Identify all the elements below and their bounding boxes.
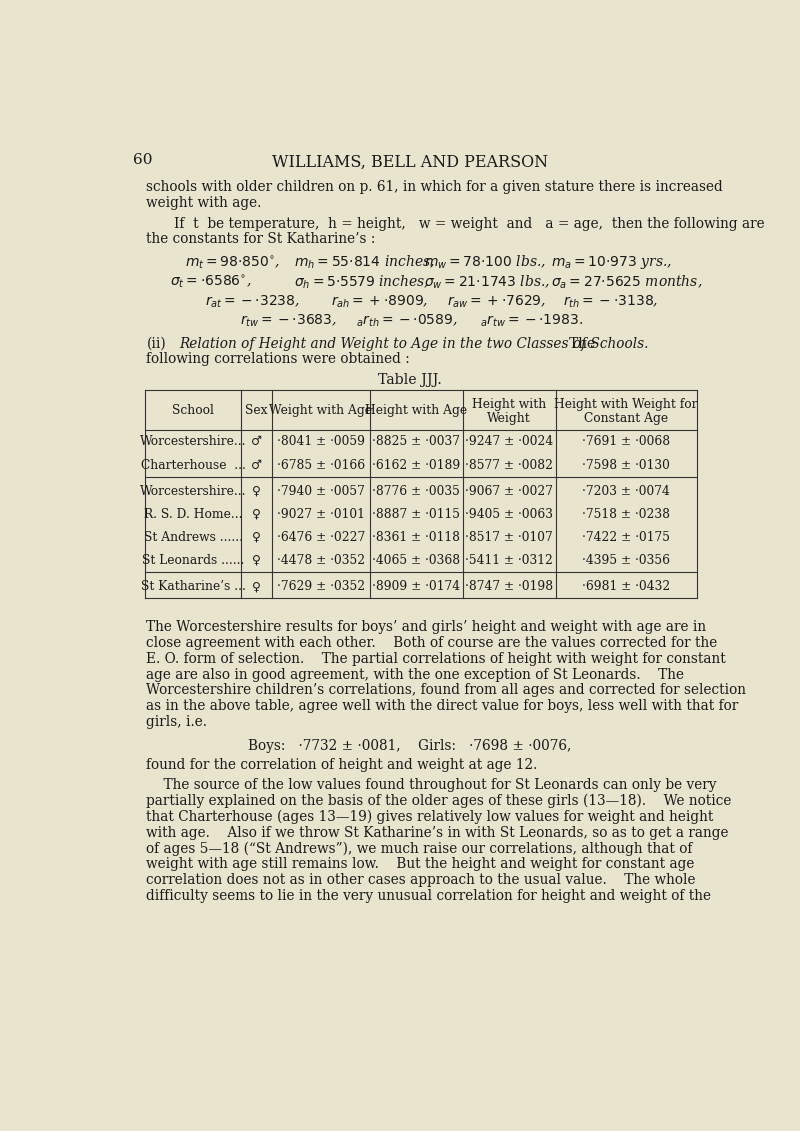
Text: ·7518 ± ·0238: ·7518 ± ·0238 [582,508,670,520]
Text: ♀: ♀ [252,485,261,498]
Text: ·8747 ± ·0198: ·8747 ± ·0198 [465,580,554,593]
Text: ·8577 ± ·0082: ·8577 ± ·0082 [465,458,553,472]
Text: If  t  be temperature,  h = height,   w = weight  and   a = age,  then the follo: If t be temperature, h = height, w = wei… [174,217,764,231]
Text: ·6162 ± ·0189: ·6162 ± ·0189 [372,458,460,472]
Text: Relation of Height and Weight to Age in the two Classes of Schools.: Relation of Height and Weight to Age in … [179,337,649,351]
Text: ·7203 ± ·0074: ·7203 ± ·0074 [582,485,670,498]
Text: ${}_a r_{tw} = -{\cdot}1983$.: ${}_a r_{tw} = -{\cdot}1983$. [480,313,583,329]
Text: schools with older children on p. 61, in which for a given stature there is incr: schools with older children on p. 61, in… [146,180,723,195]
Text: ·9027 ± ·0101: ·9027 ± ·0101 [277,508,365,520]
Text: Weight: Weight [487,412,531,424]
Text: ♀: ♀ [252,554,261,567]
Text: $r_{ah} = +{\cdot}8909$,: $r_{ah} = +{\cdot}8909$, [331,293,428,310]
Text: close agreement with each other.    Both of course are the values corrected for : close agreement with each other. Both of… [146,636,718,650]
Text: difficulty seems to lie in the very unusual correlation for height and weight of: difficulty seems to lie in the very unus… [146,889,711,903]
Text: that Charterhouse (ages 13—19) gives relatively low values for weight and height: that Charterhouse (ages 13—19) gives rel… [146,810,714,824]
Text: The: The [556,337,594,351]
Text: ·7422 ± ·0175: ·7422 ± ·0175 [582,530,670,544]
Text: Worcestershire...: Worcestershire... [140,485,246,498]
Text: ·7598 ± ·0130: ·7598 ± ·0130 [582,458,670,472]
Text: age are also in good agreement, with the one exception of St Leonards.    The: age are also in good agreement, with the… [146,667,685,682]
Text: ♀: ♀ [252,508,261,520]
Text: E. O. form of selection.    The partial correlations of height with weight for c: E. O. form of selection. The partial cor… [146,651,726,666]
Text: the constants for St Katharine’s :: the constants for St Katharine’s : [146,233,376,247]
Text: $m_t = 98{\cdot}850^{\circ}$,: $m_t = 98{\cdot}850^{\circ}$, [186,253,281,270]
Text: ·8887 ± ·0115: ·8887 ± ·0115 [372,508,460,520]
Text: Height with Age: Height with Age [365,404,467,417]
Text: ·9067 ± ·0027: ·9067 ± ·0027 [465,485,553,498]
Text: St Andrews ......: St Andrews ...... [143,530,242,544]
Text: weight with age.: weight with age. [146,196,262,210]
Text: $r_{tw} = -{\cdot}3683$,: $r_{tw} = -{\cdot}3683$, [239,313,337,329]
Text: ${}_a r_{th} = -{\cdot}0589$,: ${}_a r_{th} = -{\cdot}0589$, [356,313,458,329]
Text: Height with: Height with [472,398,546,412]
Text: ·8825 ± ·0037: ·8825 ± ·0037 [372,435,460,448]
Text: ·7629 ± ·0352: ·7629 ± ·0352 [277,580,365,593]
Text: of ages 5—18 (“St Andrews”), we much raise our correlations, although that of: of ages 5—18 (“St Andrews”), we much rai… [146,841,693,856]
Text: ·6476 ± ·0227: ·6476 ± ·0227 [277,530,365,544]
Text: Worcestershire...: Worcestershire... [140,435,246,448]
Text: ·8517 ± ·0107: ·8517 ± ·0107 [466,530,553,544]
Text: ·6981 ± ·0432: ·6981 ± ·0432 [582,580,670,593]
Text: St Leonards ......: St Leonards ...... [142,554,244,567]
Text: partially explained on the basis of the older ages of these girls (13—18).    We: partially explained on the basis of the … [146,794,732,809]
Text: Height with Weight for: Height with Weight for [554,398,698,412]
Text: found for the correlation of height and weight at age 12.: found for the correlation of height and … [146,758,538,771]
Text: $r_{th} = -{\cdot}3138$,: $r_{th} = -{\cdot}3138$, [563,293,658,310]
Text: ·8361 ± ·0118: ·8361 ± ·0118 [372,530,460,544]
Text: $\sigma_a = 27{\cdot}5625$ months,: $\sigma_a = 27{\cdot}5625$ months, [551,274,702,291]
Text: R. S. D. Home...: R. S. D. Home... [144,508,242,520]
Text: The Worcestershire results for boys’ and girls’ height and weight with age are i: The Worcestershire results for boys’ and… [146,620,706,634]
Text: Boys:   ·7732 ± ·0081,    Girls:   ·7698 ± ·0076,: Boys: ·7732 ± ·0081, Girls: ·7698 ± ·007… [248,739,572,753]
Text: $\sigma_h = 5{\cdot}5579$ inches,: $\sigma_h = 5{\cdot}5579$ inches, [294,274,429,291]
Text: ♂: ♂ [251,458,262,472]
Text: ·4478 ± ·0352: ·4478 ± ·0352 [277,554,365,567]
Text: Worcestershire children’s correlations, found from all ages and corrected for se: Worcestershire children’s correlations, … [146,683,746,698]
Text: ·4065 ± ·0368: ·4065 ± ·0368 [372,554,460,567]
Text: ♀: ♀ [252,530,261,544]
Text: $\sigma_w = 21{\cdot}1743$ lbs.,: $\sigma_w = 21{\cdot}1743$ lbs., [424,274,550,291]
Text: ·7691 ± ·0068: ·7691 ± ·0068 [582,435,670,448]
Text: weight with age still remains low.    But the height and weight for constant age: weight with age still remains low. But t… [146,857,695,871]
Text: ·8909 ± ·0174: ·8909 ± ·0174 [372,580,460,593]
Text: $m_a = 10{\cdot}973$ yrs.,: $m_a = 10{\cdot}973$ yrs., [551,253,672,270]
Text: 60: 60 [133,154,152,167]
Text: Weight with Age: Weight with Age [270,404,372,417]
Text: ·9247 ± ·0024: ·9247 ± ·0024 [465,435,554,448]
Text: (ii): (ii) [146,337,166,351]
Text: as in the above table, agree well with the direct value for boys, less well with: as in the above table, agree well with t… [146,699,738,714]
Text: ·8776 ± ·0035: ·8776 ± ·0035 [372,485,460,498]
Text: Table JJJ.: Table JJJ. [378,373,442,387]
Text: with age.    Also if we throw St Katharine’s in with St Leonards, so as to get a: with age. Also if we throw St Katharine’… [146,826,729,839]
Text: $m_w = 78{\cdot}100$ lbs.,: $m_w = 78{\cdot}100$ lbs., [424,253,546,271]
Text: $\sigma_t = {\cdot}6586^{\circ}$,: $\sigma_t = {\cdot}6586^{\circ}$, [170,274,251,291]
Text: girls, i.e.: girls, i.e. [146,715,207,729]
Text: ·7940 ± ·0057: ·7940 ± ·0057 [277,485,365,498]
Text: ·9405 ± ·0063: ·9405 ± ·0063 [465,508,553,520]
Text: WILLIAMS, BELL AND PEARSON: WILLIAMS, BELL AND PEARSON [272,154,548,171]
Text: School: School [172,404,214,417]
Text: Sex: Sex [246,404,268,417]
Text: correlation does not as in other cases approach to the usual value.    The whole: correlation does not as in other cases a… [146,873,696,887]
Text: ·8041 ± ·0059: ·8041 ± ·0059 [277,435,365,448]
Text: ·5411 ± ·0312: ·5411 ± ·0312 [466,554,553,567]
Text: ·6785 ± ·0166: ·6785 ± ·0166 [277,458,365,472]
Text: ♀: ♀ [252,580,261,593]
Text: St Katharine’s ...: St Katharine’s ... [141,580,246,593]
Text: $r_{at} = -{\cdot}3238$,: $r_{at} = -{\cdot}3238$, [205,293,300,310]
Text: ♂: ♂ [251,435,262,448]
Text: $r_{aw} = +{\cdot}7629$,: $r_{aw} = +{\cdot}7629$, [447,293,546,310]
Text: Constant Age: Constant Age [584,412,668,424]
Text: The source of the low values found throughout for St Leonards can only be very: The source of the low values found throu… [146,778,717,792]
Text: ·4395 ± ·0356: ·4395 ± ·0356 [582,554,670,567]
Text: following correlations were obtained :: following correlations were obtained : [146,353,410,366]
Text: $m_h = 55{\cdot}814$ inches,: $m_h = 55{\cdot}814$ inches, [294,253,434,271]
Text: Charterhouse  ...: Charterhouse ... [141,458,246,472]
